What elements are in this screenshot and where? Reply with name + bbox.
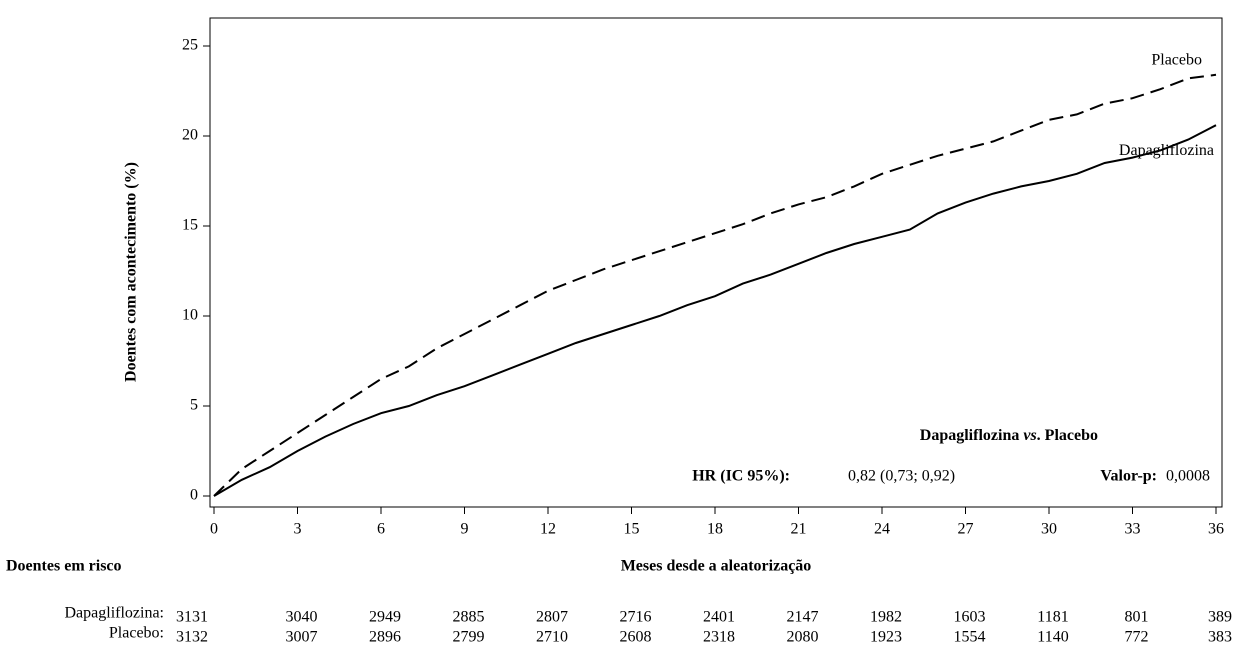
risk-table-title: Doentes em risco	[6, 558, 122, 575]
risk-value: 2608	[620, 629, 652, 646]
risk-value: 801	[1125, 609, 1149, 626]
text: Dapagliflozina	[920, 427, 1024, 444]
x-tick-label: 30	[1041, 521, 1057, 538]
risk-value: 1181	[1037, 609, 1068, 626]
x-tick-label: 33	[1125, 521, 1141, 538]
risk-value: 1140	[1037, 629, 1068, 646]
x-tick-label: 27	[958, 521, 974, 538]
risk-value: 1923	[870, 629, 902, 646]
p-label: Valor-p:	[1100, 468, 1157, 485]
risk-value: 772	[1125, 629, 1149, 646]
hr-value: 0,82 (0,73; 0,92)	[848, 468, 955, 485]
p-value: 0,0008	[1166, 468, 1210, 485]
risk-value: 2949	[369, 609, 401, 626]
text: vs	[1023, 427, 1036, 444]
risk-value: 3131	[176, 609, 208, 626]
y-tick-label: 15	[182, 217, 198, 234]
x-tick-label: 12	[540, 521, 556, 538]
plot-frame	[209, 17, 1223, 508]
series-label: Dapagliflozina	[1119, 142, 1214, 159]
x-tick-label: 24	[874, 521, 890, 538]
km-curve	[213, 73, 1217, 497]
risk-value: 2318	[703, 629, 735, 646]
risk-value: 3040	[286, 609, 318, 626]
x-tick-label: 9	[461, 521, 469, 538]
risk-value: 2885	[453, 609, 485, 626]
x-tick-label: 21	[791, 521, 807, 538]
x-tick-label: 6	[377, 521, 385, 538]
x-tick-label: 0	[210, 521, 218, 538]
comparison-title: Dapagliflozina vs. Placebo	[920, 427, 1098, 444]
x-tick-label: 18	[707, 521, 723, 538]
x-tick-label: 36	[1208, 521, 1224, 538]
x-tick-label: 3	[294, 521, 302, 538]
text: . Placebo	[1037, 427, 1098, 444]
risk-value: 3132	[176, 629, 208, 646]
risk-row-label: Dapagliflozina:	[64, 605, 164, 622]
x-tick-label: 15	[624, 521, 640, 538]
risk-value: 1603	[954, 609, 986, 626]
risk-value: 389	[1208, 609, 1232, 626]
series-label: Placebo	[1151, 51, 1202, 68]
risk-value: 2896	[369, 629, 401, 646]
risk-value: 2080	[787, 629, 819, 646]
risk-row-label: Placebo:	[109, 625, 164, 642]
risk-value: 383	[1208, 629, 1232, 646]
risk-value: 2710	[536, 629, 568, 646]
y-tick-label: 5	[190, 397, 198, 414]
risk-value: 2799	[453, 629, 485, 646]
y-axis-label: Doentes com acontecimento (%)	[123, 162, 140, 382]
hr-label: HR (IC 95%):	[692, 468, 790, 485]
y-tick-label: 10	[182, 307, 198, 324]
risk-value: 2716	[620, 609, 652, 626]
x-axis-label: Meses desde a aleatorização	[621, 558, 812, 575]
risk-value: 1982	[870, 609, 902, 626]
y-tick-label: 25	[182, 37, 198, 54]
y-tick-label: 20	[182, 127, 198, 144]
risk-value: 2147	[787, 609, 819, 626]
risk-value: 2401	[703, 609, 735, 626]
risk-value: 3007	[286, 629, 318, 646]
risk-value: 1554	[954, 629, 986, 646]
risk-value: 2807	[536, 609, 568, 626]
km-curve	[213, 124, 1217, 497]
y-tick-label: 0	[190, 487, 198, 504]
